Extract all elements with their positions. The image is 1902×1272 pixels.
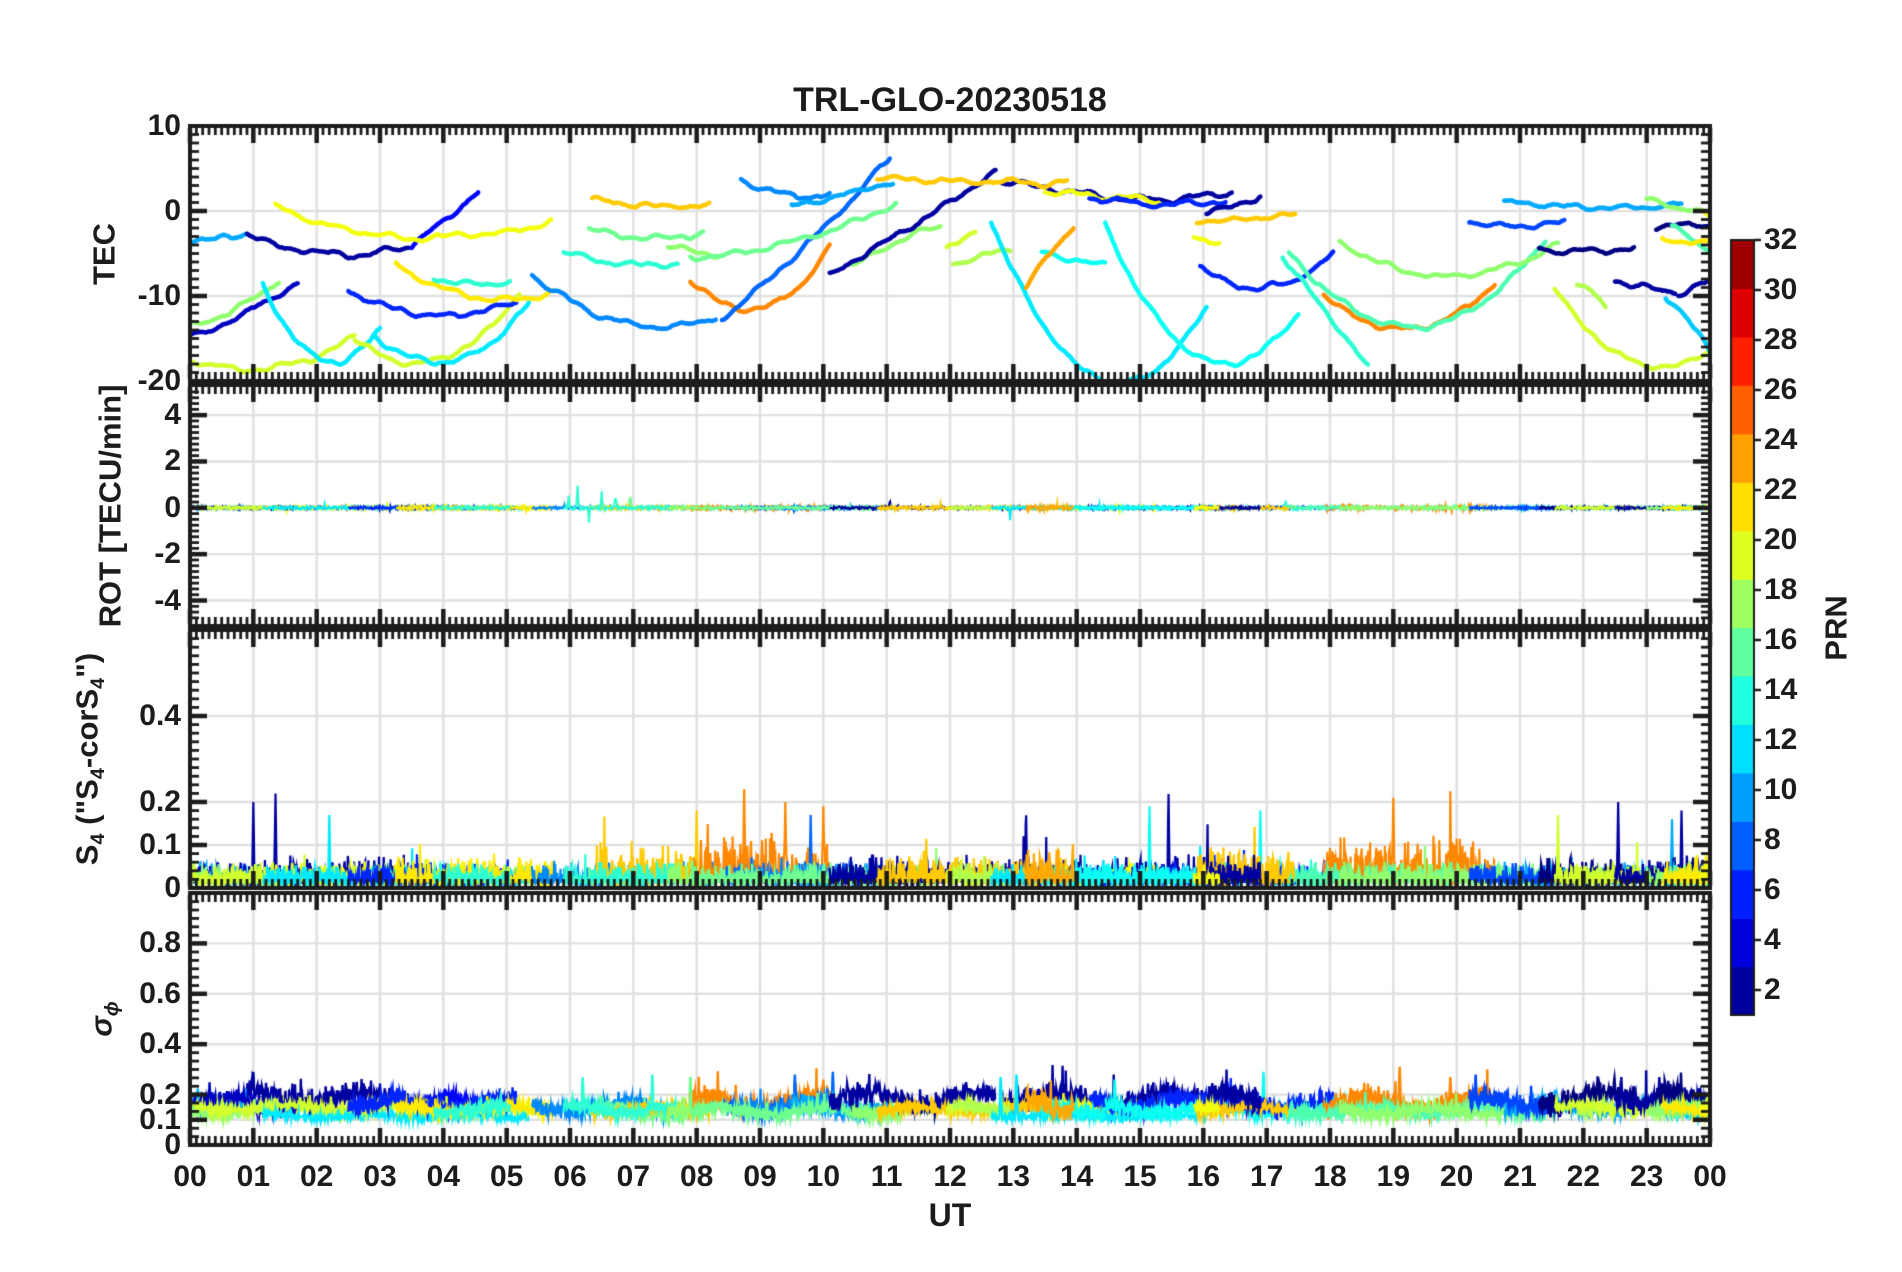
y-tick-label: 0 bbox=[164, 1128, 181, 1161]
x-tick-label: 05 bbox=[489, 1160, 524, 1193]
panel-ylabel-part: -corS bbox=[69, 688, 105, 769]
panel-ylabel-part: 4 bbox=[86, 677, 109, 689]
y-tick-label: -4 bbox=[154, 583, 181, 617]
colorbar-tick-label: 10 bbox=[1764, 773, 1798, 806]
x-tick-label: 11 bbox=[870, 1160, 903, 1193]
panel-ylabel-tec: TEC bbox=[86, 222, 122, 285]
colorbar-tick-label: 24 bbox=[1764, 423, 1798, 456]
panel-ylabel-rot: ROT [TECU/min] bbox=[92, 384, 128, 627]
panel-ylabel-part: σ bbox=[83, 1016, 119, 1037]
colorbar-tick-label: 26 bbox=[1764, 373, 1798, 406]
y-tick-label: 10 bbox=[147, 109, 181, 142]
x-tick-label: 21 bbox=[1503, 1160, 1537, 1193]
panel-ylabel-sigma_phi: σϕ bbox=[83, 1001, 123, 1037]
y-tick-label: 2 bbox=[164, 444, 181, 478]
colorbar-tick-label: 28 bbox=[1764, 323, 1798, 356]
x-tick-label: 00 bbox=[173, 1160, 207, 1193]
y-tick-label: 0 bbox=[164, 490, 181, 524]
panel-ylabel-part: 4 bbox=[86, 833, 109, 845]
y-tick-label: 0.6 bbox=[139, 976, 181, 1010]
colorbar-tick-label: 30 bbox=[1764, 273, 1798, 306]
x-tick-label: 18 bbox=[1313, 1160, 1347, 1193]
y-tick-label: 0.8 bbox=[139, 926, 181, 960]
x-tick-label: 10 bbox=[806, 1160, 841, 1193]
panel-ylabel-part: ϕ bbox=[100, 1001, 123, 1017]
x-axis-label: UT bbox=[928, 1197, 972, 1233]
x-tick-label: 06 bbox=[553, 1160, 587, 1193]
y-tick-label: 4 bbox=[164, 398, 181, 432]
y-tick-label: 0.2 bbox=[139, 1077, 181, 1111]
y-tick-label: 0.1 bbox=[139, 1102, 181, 1136]
x-tick-label: 03 bbox=[363, 1160, 397, 1193]
y-tick-label: -10 bbox=[137, 279, 181, 312]
x-tick-label: 20 bbox=[1439, 1160, 1474, 1193]
y-tick-label: -2 bbox=[154, 537, 181, 571]
colorbar-label: PRN bbox=[1818, 595, 1854, 661]
x-tick-label: 09 bbox=[743, 1160, 777, 1193]
y-tick-label: 0.2 bbox=[139, 785, 181, 818]
colorbar-tick-label: 2 bbox=[1764, 973, 1781, 1006]
x-tick-label: 12 bbox=[933, 1160, 967, 1193]
x-tick-label: 16 bbox=[1186, 1160, 1221, 1193]
x-tick-label: 23 bbox=[1629, 1160, 1664, 1193]
colorbar-tick-label: 20 bbox=[1764, 523, 1798, 556]
panel-ylabel-part: ("S bbox=[69, 779, 105, 834]
colorbar-tick-label: 16 bbox=[1764, 623, 1798, 656]
colorbar-tick-label: 18 bbox=[1764, 573, 1798, 606]
y-tick-label: 0 bbox=[164, 194, 181, 227]
panel-ylabel-part: ") bbox=[69, 652, 105, 678]
y-tick-label: 0.4 bbox=[139, 1027, 181, 1061]
x-tick-label: 00 bbox=[1693, 1160, 1727, 1193]
colorbar-tick-label: 14 bbox=[1764, 673, 1798, 706]
x-tick-label: 02 bbox=[299, 1160, 334, 1193]
y-tick-label: 0 bbox=[164, 871, 181, 904]
panel-ylabel-part: TEC bbox=[86, 222, 122, 285]
y-tick-label: 0.4 bbox=[139, 699, 181, 732]
colorbar-tick-label: 4 bbox=[1764, 923, 1781, 956]
x-tick-label: 13 bbox=[996, 1160, 1031, 1193]
x-tick-label: 19 bbox=[1376, 1160, 1411, 1193]
x-tick-label: 04 bbox=[426, 1160, 461, 1193]
y-tick-label: 0.1 bbox=[139, 828, 181, 861]
x-tick-label: 08 bbox=[679, 1160, 714, 1193]
colorbar-tick-label: 22 bbox=[1764, 473, 1798, 506]
colorbar-tick-label: 12 bbox=[1764, 723, 1798, 756]
x-tick-label: 01 bbox=[236, 1160, 271, 1193]
x-tick-label: 15 bbox=[1123, 1160, 1157, 1193]
colorbar-tick-label: 8 bbox=[1764, 823, 1781, 856]
panel-ylabel-part: ROT [TECU/min] bbox=[92, 384, 128, 627]
colorbar-tick-label: 32 bbox=[1764, 223, 1798, 256]
panel-ylabel-s4: S4 ("S4-corS4") bbox=[69, 652, 109, 866]
x-tick-label: 17 bbox=[1249, 1160, 1284, 1193]
panel-ylabel-part: S bbox=[69, 844, 105, 866]
x-tick-label: 14 bbox=[1059, 1160, 1094, 1193]
x-tick-label: 07 bbox=[616, 1160, 651, 1193]
colorbar-tick-label: 6 bbox=[1764, 873, 1781, 906]
chart-title: TRL-GLO-20230518 bbox=[793, 81, 1107, 119]
x-tick-label: 22 bbox=[1566, 1160, 1601, 1193]
y-tick-label: -20 bbox=[137, 364, 181, 397]
panel-ylabel-part: 4 bbox=[86, 768, 109, 780]
